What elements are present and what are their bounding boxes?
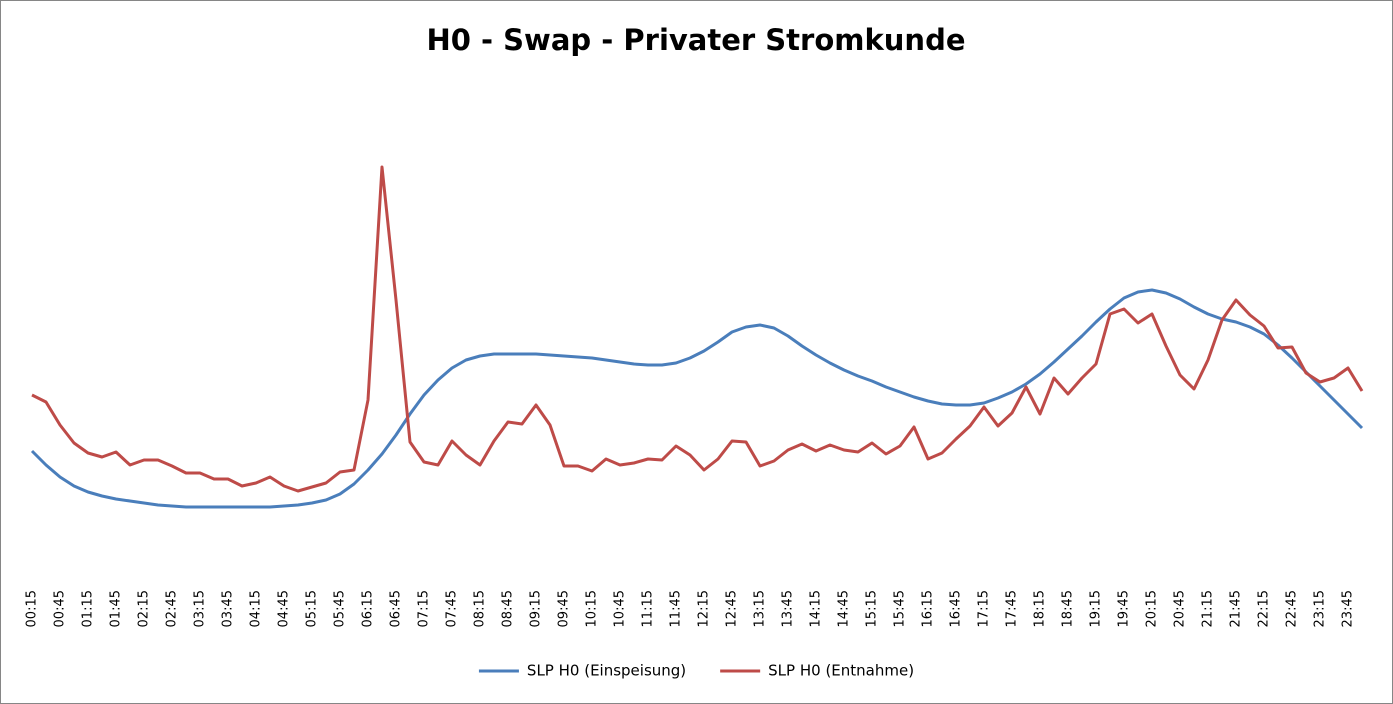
x-tick-label: 12:15 (697, 590, 712, 627)
x-tick-label: 15:15 (865, 590, 880, 627)
x-tick-label: 19:45 (1117, 590, 1132, 627)
x-tick-label: 15:45 (893, 590, 908, 627)
x-tick-label: 17:15 (977, 590, 992, 627)
x-tick-label: 05:45 (333, 590, 348, 627)
x-tick-label: 00:45 (53, 590, 68, 627)
x-tick-label: 20:45 (1173, 590, 1188, 627)
x-tick-label: 04:15 (249, 590, 264, 627)
x-tick-label: 23:15 (1313, 590, 1328, 627)
x-tick-label: 03:15 (193, 590, 208, 627)
x-tick-label: 18:15 (1033, 590, 1048, 627)
x-tick-label: 08:45 (501, 590, 516, 627)
x-tick-label: 21:45 (1229, 590, 1244, 627)
x-tick-label: 01:45 (109, 590, 124, 627)
x-tick-label: 13:15 (753, 590, 768, 627)
x-tick-label: 18:45 (1061, 590, 1076, 627)
x-tick-label: 16:15 (921, 590, 936, 627)
legend-item: SLP H0 (Einspeisung) (478, 662, 686, 680)
x-tick-label: 22:15 (1257, 590, 1272, 627)
x-tick-label: 11:15 (641, 590, 656, 627)
x-tick-label: 23:45 (1341, 590, 1356, 627)
x-tick-label: 16:45 (949, 590, 964, 627)
x-tick-label: 04:45 (277, 590, 292, 627)
x-tick-label: 19:15 (1089, 590, 1104, 627)
series-line (31, 165, 1364, 493)
chart-title: H0 - Swap - Privater Stromkunde (426, 23, 965, 57)
x-tick-label: 01:15 (81, 590, 96, 627)
x-tick-label: 06:45 (389, 590, 404, 627)
x-tick-label: 10:45 (613, 590, 628, 627)
x-tick-label: 09:45 (557, 590, 572, 627)
x-tick-label: 06:15 (361, 590, 376, 627)
x-tick-label: 05:15 (305, 590, 320, 627)
x-tick-label: 12:45 (725, 590, 740, 627)
x-tick-label: 02:15 (137, 590, 152, 627)
x-tick-label: 10:15 (585, 590, 600, 627)
x-tick-label: 11:45 (669, 590, 684, 627)
series-line (30, 288, 1364, 509)
x-tick-label: 21:15 (1201, 590, 1216, 627)
x-tick-label: 08:15 (473, 590, 488, 627)
x-tick-label: 17:45 (1005, 590, 1020, 627)
x-tick-label: 03:45 (221, 590, 236, 627)
x-tick-label: 14:45 (837, 590, 852, 627)
x-tick-label: 22:45 (1285, 590, 1300, 627)
x-tick-label: 07:15 (417, 590, 432, 627)
x-tick-label: 13:45 (781, 590, 796, 627)
x-tick-label: 09:15 (529, 590, 544, 627)
x-tick-label: 20:15 (1145, 590, 1160, 627)
x-tick-label: 02:45 (165, 590, 180, 627)
legend-item: SLP H0 (Entnahme) (720, 662, 914, 680)
legend-label: SLP H0 (Entnahme) (768, 662, 914, 680)
legend-label: SLP H0 (Einspeisung) (527, 662, 686, 680)
x-tick-label: 00:15 (25, 590, 40, 627)
x-tick-label: 14:15 (809, 590, 824, 627)
x-tick-label: 07:45 (445, 590, 460, 627)
